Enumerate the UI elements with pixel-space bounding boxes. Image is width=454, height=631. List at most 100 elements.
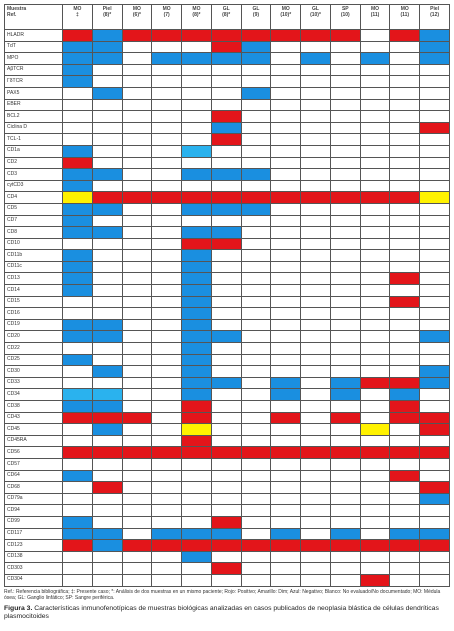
row-label: CD79a <box>4 492 63 506</box>
result-cell <box>181 423 212 436</box>
result-cell <box>329 133 361 146</box>
marker-row: CD22 <box>4 342 450 355</box>
result-cell <box>419 63 450 77</box>
result-cell <box>62 457 93 471</box>
caption: Figura 3. Características inmunofenotípi… <box>4 605 450 621</box>
marker-row: BCL2 <box>4 110 450 123</box>
result-cell <box>270 388 302 401</box>
row-label: CD5 <box>4 202 63 216</box>
marker-row: CD38 <box>4 400 450 413</box>
header-line: (8)* <box>192 11 201 18</box>
result-cell <box>329 527 361 541</box>
result-cell <box>151 457 183 471</box>
header-row: Muestra Ref. MO ‡ Piel (8)* MO (6)* MO (7) MO (8)*… <box>4 4 450 30</box>
result-cell <box>329 365 361 378</box>
result-cell <box>181 272 212 286</box>
result-cell <box>62 75 93 88</box>
column-header: MO (8)* <box>181 4 212 30</box>
row-label: CD2 <box>4 156 63 170</box>
result-cell <box>210 434 242 448</box>
result-cell <box>300 179 331 193</box>
marker-row: CD33 <box>4 376 450 390</box>
marker-row: AβTCR <box>4 63 450 77</box>
result-cell <box>329 295 361 309</box>
result-cell <box>210 121 242 135</box>
result-cell <box>151 492 183 506</box>
result-cell <box>210 423 242 436</box>
result-cell <box>210 144 242 158</box>
result-cell <box>270 40 302 54</box>
result-cell <box>210 527 242 541</box>
result-cell <box>121 249 153 262</box>
result-cell <box>240 295 272 309</box>
result-cell <box>62 411 93 425</box>
result-cell <box>121 237 153 251</box>
result-cell <box>151 260 183 274</box>
result-cell <box>419 110 450 123</box>
result-cell <box>329 144 361 158</box>
row-label: CD20 <box>4 330 63 344</box>
result-cell <box>181 342 212 355</box>
result-cell <box>181 527 212 541</box>
result-cell <box>270 237 302 251</box>
result-cell <box>270 284 302 297</box>
result-cell <box>151 133 183 146</box>
result-cell <box>270 457 302 471</box>
result-cell <box>121 110 153 123</box>
result-cell <box>240 330 272 344</box>
result-cell <box>151 144 183 158</box>
result-cell <box>181 388 212 401</box>
result-cell <box>210 504 242 517</box>
row-label: CD68 <box>4 481 63 494</box>
result-cell <box>419 295 450 309</box>
row-label: CD14 <box>4 284 63 297</box>
result-cell <box>121 365 153 378</box>
result-cell <box>270 214 302 228</box>
result-cell <box>389 376 421 390</box>
result-cell <box>151 481 183 494</box>
result-cell <box>300 388 331 401</box>
result-cell <box>210 550 242 564</box>
result-cell <box>359 457 391 471</box>
result-cell <box>62 272 93 286</box>
result-cell <box>121 86 153 100</box>
result-cell <box>270 52 302 65</box>
result-cell <box>359 573 391 587</box>
result-cell <box>240 168 272 181</box>
result-cell <box>329 86 361 100</box>
result-cell <box>419 52 450 65</box>
header-line: (9) <box>252 11 260 18</box>
marker-row: CD11c <box>4 260 450 274</box>
row-label: TCL-1 <box>4 133 63 146</box>
result-cell <box>270 191 302 204</box>
result-cell <box>181 573 212 587</box>
result-cell <box>121 63 153 77</box>
result-cell <box>62 110 93 123</box>
marker-row: CD10 <box>4 237 450 251</box>
result-cell <box>181 63 212 77</box>
header-line: (8)* <box>222 11 231 18</box>
marker-row: TCL-1 <box>4 133 450 146</box>
result-cell <box>329 179 361 193</box>
result-cell <box>300 295 331 309</box>
result-cell <box>91 168 123 181</box>
result-cell <box>419 492 450 506</box>
result-cell <box>62 446 93 459</box>
column-header: GL (10)* <box>300 4 331 30</box>
result-cell <box>91 260 123 274</box>
result-cell <box>270 400 302 413</box>
result-cell <box>329 237 361 251</box>
result-cell <box>121 353 153 367</box>
row-label: CD64 <box>4 469 63 483</box>
result-cell <box>329 446 361 459</box>
result-cell <box>240 249 272 262</box>
row-label: CD99 <box>4 515 63 529</box>
result-cell <box>329 29 361 42</box>
result-cell <box>359 284 391 297</box>
result-cell <box>389 469 421 483</box>
result-cell <box>270 295 302 309</box>
result-cell <box>181 492 212 506</box>
result-cell <box>181 400 212 413</box>
result-cell <box>210 469 242 483</box>
result-cell <box>300 330 331 344</box>
